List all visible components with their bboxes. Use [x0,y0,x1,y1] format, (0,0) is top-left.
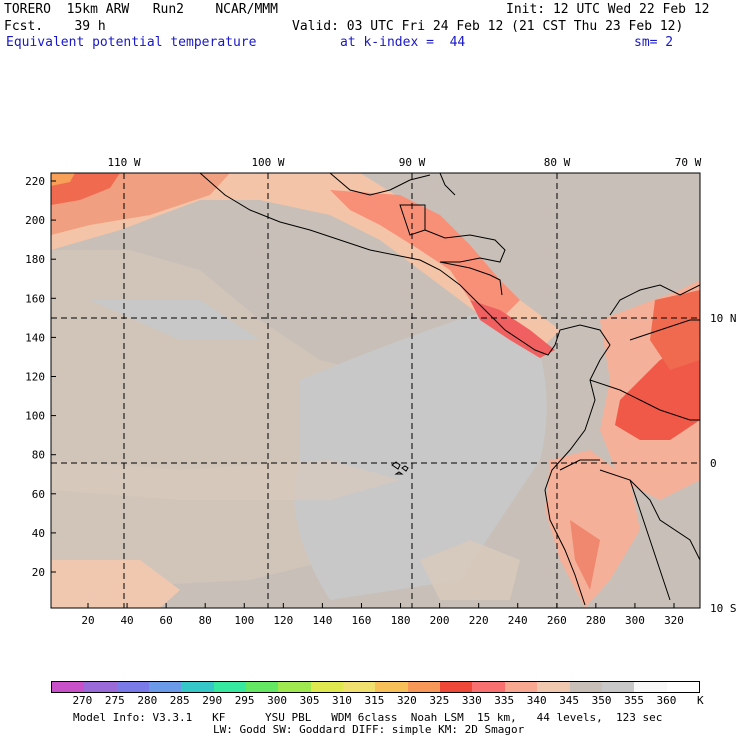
y-axis: 220 200 180 160 140 120 100 80 60 40 20 [25,175,56,579]
legend-label: 315 [364,694,385,707]
plot-frame [50,172,701,609]
x-tick-label: 80 [199,614,212,627]
theta-e-field [51,173,700,608]
model-run-title: TORERO 15km ARW Run2 NCAR/MMM [4,2,278,17]
y-tick-label: 160 [25,292,45,305]
latitude-label: 0 [710,457,717,470]
y-tick-label: 180 [25,253,45,266]
forecast-hour: Fcst. 39 h [4,19,106,34]
legend-swatch [601,682,635,692]
legend-label: 345 [559,694,580,707]
legend-label: 325 [429,694,450,707]
physics-info: LW: Godd SW: Goddard DIFF: simple KM: 2D… [213,723,525,736]
x-tick-label: 60 [160,614,173,627]
legend-label: 320 [396,694,417,707]
y-tick-label: 100 [25,410,45,423]
legend-label: 305 [299,694,320,707]
legend-swatch [375,682,408,692]
x-tick-label: 100 [234,614,254,627]
latitude-labels: 10 N 0 10 S [710,312,737,615]
longitude-label: 80 W [544,156,571,169]
legend-swatch [343,682,376,692]
legend-label: 310 [332,694,352,707]
x-tick-label: 260 [547,614,567,627]
longitude-labels: 110 W 100 W 90 W 80 W 70 W [107,156,701,169]
color-legend-bar [51,681,700,693]
latlon-grid [51,173,700,608]
x-tick-label: 20 [81,614,94,627]
x-tick-label: 120 [273,614,293,627]
legend-label: 300 [267,694,288,707]
x-tick-label: 240 [508,614,528,627]
legend-swatch [504,682,538,692]
model-info: Model Info: V3.3.1 KF YSU PBL WDM 6class… [73,711,663,724]
x-tick-label: 200 [430,614,450,627]
latitude-label: 10 S [710,602,737,615]
x-axis: 20 40 60 80 100 120 140 160 180 200 220 240 260 280 30… [81,603,684,627]
smoothing-label: sm= 2 [634,35,674,50]
x-tick-label: 160 [352,614,372,627]
y-tick-label: 60 [32,488,45,501]
legend-label: 280 [137,694,158,707]
y-tick-label: 120 [25,371,45,384]
x-tick-label: 140 [312,614,332,627]
legend-swatch [634,682,667,692]
legend-swatch [116,682,150,692]
y-tick-label: 140 [25,331,45,344]
legend-label: 295 [234,694,255,707]
y-tick-label: 40 [32,527,45,540]
legend-label: 275 [104,694,125,707]
legend-swatch [407,682,441,692]
legend-swatch [440,682,473,692]
legend-label: 360 [656,694,677,707]
legend-label: 335 [494,694,515,707]
x-tick-label: 220 [469,614,489,627]
legend-swatch [84,682,117,692]
legend-label: 270 [72,694,93,707]
legend-swatch [472,682,505,692]
x-tick-label: 40 [120,614,133,627]
legend-swatch [310,682,344,692]
x-tick-label: 280 [586,614,606,627]
legend-swatch [666,682,699,692]
legend-swatch [149,682,182,692]
y-tick-label: 20 [32,566,45,579]
legend-label: 340 [526,694,547,707]
x-tick-label: 180 [391,614,411,627]
legend-swatch [278,682,311,692]
legend-label: 285 [169,694,190,707]
x-tick-label: 300 [625,614,645,627]
longitude-label: 90 W [399,156,426,169]
longitude-label: 70 W [675,156,702,169]
legend-swatch [569,682,602,692]
legend-label: 290 [202,694,223,707]
coastlines [199,173,700,606]
init-time: Init: 12 UTC Wed 22 Feb 12 [506,2,710,17]
field-name: Equivalent potential temperature [6,35,257,50]
x-tick-label: 320 [664,614,684,627]
y-tick-label: 220 [25,175,45,188]
legend-swatch [246,682,279,692]
legend-swatch [213,682,247,692]
y-tick-label: 200 [25,214,45,227]
legend-label: 330 [461,694,482,707]
valid-time: Valid: 03 UTC Fri 24 Feb 12 (21 CST Thu … [292,19,684,34]
legend-swatch [52,682,85,692]
longitude-label: 110 W [107,156,140,169]
longitude-label: 100 W [251,156,284,169]
legend-swatch [181,682,214,692]
legend-swatch [537,682,570,692]
level-label: at k-index = 44 [340,35,466,50]
legend-label: 355 [624,694,644,707]
legend-label: 350 [591,694,612,707]
y-tick-label: 80 [32,449,45,462]
latitude-label: 10 N [710,312,737,325]
legend-unit: K [697,694,704,707]
